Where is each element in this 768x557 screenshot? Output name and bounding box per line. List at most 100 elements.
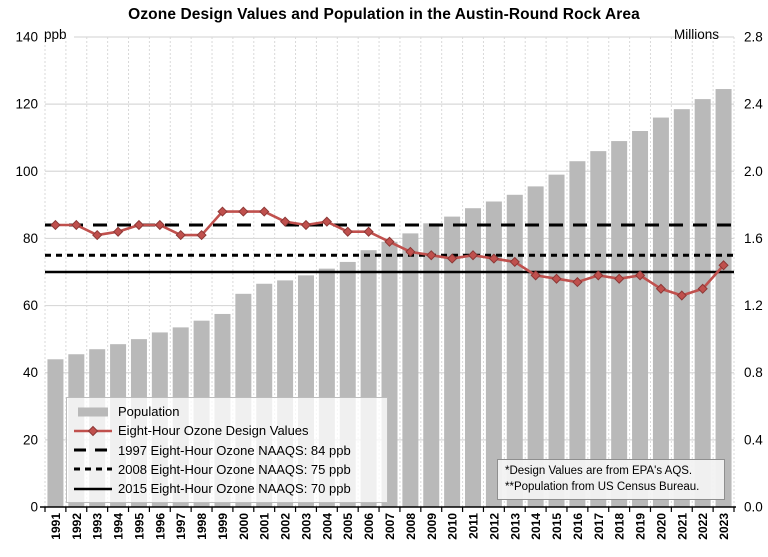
right-axis-tick-label: 0.0 <box>744 500 763 515</box>
ozone-point-1999 <box>217 206 228 217</box>
legend-item-ozone-design-values: Eight-Hour Ozone Design Values <box>73 421 381 440</box>
legend-label-naaqs-2008: 2008 Eight-Hour Ozone NAAQS: 75 ppb <box>118 461 351 477</box>
left-axis-tick-label: 120 <box>15 97 38 112</box>
x-tick-label-2009: 2009 <box>425 513 439 540</box>
x-tick-label-1996: 1996 <box>153 513 167 540</box>
population-bar-1991 <box>47 359 64 507</box>
legend-label-naaqs-2015: 2015 Eight-Hour Ozone NAAQS: 70 ppb <box>118 481 351 496</box>
right-axis-tick-label: 0.4 <box>744 432 763 447</box>
x-tick-label-2006: 2006 <box>362 513 376 540</box>
x-tick-label-1994: 1994 <box>112 513 126 540</box>
ozone-point-2010 <box>447 253 458 264</box>
legend-label-population: Population <box>118 404 180 419</box>
x-tick-label-2005: 2005 <box>341 513 355 540</box>
left-axis-unit-label: ppb <box>44 27 67 42</box>
left-axis-tick-label: 80 <box>23 231 38 246</box>
x-tick-label-2018: 2018 <box>613 513 627 540</box>
x-tick-label-1997: 1997 <box>174 513 188 540</box>
left-axis-tick-label: 20 <box>23 432 38 447</box>
x-tick-label-2023: 2023 <box>717 513 731 540</box>
ozone-point-1991 <box>50 219 61 231</box>
ozone-point-2009 <box>426 250 437 261</box>
population-bar-2018 <box>611 141 628 508</box>
chart-legend: Population Eight-Hour Ozone Design Value… <box>66 397 388 503</box>
left-axis-tick-label: 60 <box>23 298 38 313</box>
ozone-point-1996 <box>154 219 165 231</box>
ozone-point-2011 <box>467 250 479 261</box>
population-bar-2016 <box>569 161 586 507</box>
population-bar-2022 <box>694 99 711 507</box>
legend-item-naaqs-2008: 2008 Eight-Hour Ozone NAAQS: 75 ppb <box>73 460 381 479</box>
legend-item-population: Population <box>73 402 381 421</box>
ozone-point-2020 <box>655 283 667 294</box>
ozone-point-2015 <box>551 273 562 284</box>
ozone-point-2004 <box>321 216 332 227</box>
footnote-box: *Design Values are from EPA's AQS. **Pop… <box>497 459 725 500</box>
x-tick-label-2017: 2017 <box>592 513 606 540</box>
x-tick-label-2007: 2007 <box>383 513 397 540</box>
ozone-point-2001 <box>259 206 270 217</box>
ozone-line-diamond-swatch-icon <box>74 425 112 436</box>
left-axis-tick-label: 40 <box>23 365 38 380</box>
ozone-point-2005 <box>342 226 353 237</box>
solid-line-swatch-icon <box>74 487 112 490</box>
ozone-point-1994 <box>112 226 124 237</box>
population-bar-2010 <box>444 216 461 507</box>
left-axis-tick-label: 100 <box>15 164 38 179</box>
long-dash-line-swatch-icon <box>74 448 112 452</box>
population-bar-2021 <box>673 109 690 507</box>
right-axis-tick-label: 0.8 <box>744 365 763 380</box>
x-tick-label-1993: 1993 <box>91 513 105 540</box>
population-bar-2009 <box>423 223 440 508</box>
ozone-point-2018 <box>614 273 625 284</box>
population-bar-2023 <box>715 89 732 508</box>
ozone-point-2014 <box>530 270 541 281</box>
x-tick-label-1998: 1998 <box>195 513 209 540</box>
x-tick-label-1995: 1995 <box>132 513 146 540</box>
left-axis-tick-label: 0 <box>30 500 38 515</box>
ozone-point-2000 <box>238 206 249 217</box>
legend-item-naaqs-1997: 1997 Eight-Hour Ozone NAAQS: 84 ppb <box>73 441 381 460</box>
x-tick-label-2016: 2016 <box>571 513 585 540</box>
short-dash-line-swatch-icon <box>74 467 112 471</box>
footnote-line-2: **Population from US Census Bureau. <box>505 481 700 493</box>
x-tick-label-1999: 1999 <box>216 513 230 540</box>
ozone-point-1995 <box>133 219 145 231</box>
legend-item-naaqs-2015: 2015 Eight-Hour Ozone NAAQS: 70 ppb <box>73 479 381 498</box>
population-bar-2012 <box>485 201 502 507</box>
x-tick-label-2001: 2001 <box>258 513 272 540</box>
ozone-point-1993 <box>92 229 103 241</box>
x-tick-label-2020: 2020 <box>654 513 668 540</box>
right-axis-unit-label: Millions <box>674 27 720 42</box>
ozone-point-2006 <box>363 226 374 237</box>
x-tick-label-2015: 2015 <box>550 513 564 540</box>
ozone-point-2017 <box>593 270 604 281</box>
ozone-point-2016 <box>572 276 583 288</box>
right-axis-tick-label: 2.4 <box>744 97 763 112</box>
x-tick-label-2021: 2021 <box>675 513 689 540</box>
legend-label-naaqs-1997: 1997 Eight-Hour Ozone NAAQS: 84 ppb <box>118 442 351 458</box>
population-bar-2011 <box>465 208 482 507</box>
ozone-point-2003 <box>300 219 312 231</box>
ozone-point-2013 <box>509 256 520 268</box>
x-tick-label-2004: 2004 <box>320 513 334 540</box>
x-tick-label-2003: 2003 <box>299 513 313 540</box>
ozone-point-2008 <box>405 246 416 257</box>
ozone-point-2002 <box>279 216 291 227</box>
ozone-point-2019 <box>634 270 646 281</box>
x-tick-label-2022: 2022 <box>696 513 710 540</box>
x-tick-label-2002: 2002 <box>279 513 293 540</box>
ozone-point-1992 <box>71 219 82 231</box>
ozone-point-1997 <box>175 229 186 241</box>
x-tick-label-2013: 2013 <box>508 513 522 540</box>
ozone-point-2021 <box>676 290 687 301</box>
population-bar-2015 <box>548 174 565 507</box>
x-tick-label-2010: 2010 <box>446 513 460 540</box>
chart-title: Ozone Design Values and Population in th… <box>128 6 640 23</box>
legend-label-ozone-design-values: Eight-Hour Ozone Design Values <box>118 423 309 439</box>
ozone-point-2022 <box>697 283 708 294</box>
population-bar-swatch-icon <box>78 407 108 416</box>
x-tick-label-2000: 2000 <box>237 513 251 540</box>
population-bar-2020 <box>652 117 669 508</box>
